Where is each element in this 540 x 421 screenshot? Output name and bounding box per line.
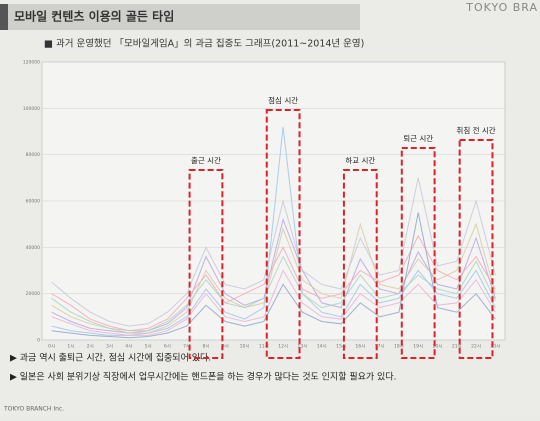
x-tick-label: 8시 bbox=[202, 344, 209, 350]
annotation: 출근 시간 bbox=[191, 155, 221, 165]
x-tick-label: 0시 bbox=[48, 344, 55, 350]
x-tick-label: 19시 bbox=[413, 344, 423, 350]
x-tick-label: 11시 bbox=[259, 344, 269, 350]
note: ▶ 과금 역시 출퇴근 시간, 점심 시간에 집중되어 있다. bbox=[10, 352, 211, 364]
footer: TOKYO BRANCH Inc. bbox=[3, 406, 64, 413]
x-tick-label: 22시 bbox=[471, 344, 481, 350]
x-tick-label: 1시 bbox=[67, 344, 74, 350]
x-tick-label: 20시 bbox=[433, 344, 443, 350]
x-tick-label: 14시 bbox=[317, 344, 327, 350]
x-tick-label: 9시 bbox=[222, 344, 229, 350]
y-tick-label: 0 bbox=[37, 338, 40, 344]
x-tick-label: 6시 bbox=[164, 344, 171, 350]
highlight-box bbox=[400, 147, 436, 359]
y-tick-label: 20000 bbox=[26, 291, 40, 297]
x-tick-label: 15시 bbox=[336, 344, 346, 350]
x-tick-label: 23시 bbox=[490, 344, 500, 350]
x-tick-label: 21시 bbox=[452, 344, 462, 350]
chart-title: ■ 과거 운영했던 「모바일게임A」의 과금 집중도 그래프(2011~2014… bbox=[44, 38, 364, 50]
y-tick-label: 40000 bbox=[26, 245, 40, 251]
x-tick-label: 5시 bbox=[145, 344, 152, 350]
slide-title: 모바일 컨텐츠 이용의 골든 타임 bbox=[14, 9, 174, 24]
x-tick-label: 16시 bbox=[355, 344, 365, 350]
x-tick-label: 4시 bbox=[125, 344, 132, 350]
annotation: 하교 시간 bbox=[345, 155, 375, 165]
highlight-box bbox=[265, 109, 301, 359]
title-marker bbox=[0, 4, 8, 30]
x-tick-label: 10시 bbox=[240, 344, 250, 350]
y-tick-label: 80000 bbox=[26, 152, 40, 158]
x-tick-label: 12시 bbox=[278, 344, 288, 350]
annotation: 퇴근 시간 bbox=[403, 133, 433, 143]
x-tick-label: 17시 bbox=[375, 344, 385, 350]
note: ▶ 일본은 사회 분위기상 직장에서 업무시간에는 핸드폰을 하는 경우가 많다… bbox=[10, 371, 396, 383]
x-tick-label: 3시 bbox=[106, 344, 113, 350]
x-tick-label: 7시 bbox=[183, 344, 190, 350]
y-tick-label: 100000 bbox=[23, 106, 40, 112]
highlight-box bbox=[188, 169, 224, 359]
highlight-box bbox=[458, 139, 494, 359]
highlight-box bbox=[342, 169, 378, 359]
brand: TOKYO BRA bbox=[465, 1, 538, 14]
x-tick-label: 18시 bbox=[394, 344, 404, 350]
y-tick-label: 120000 bbox=[23, 60, 40, 66]
series-line bbox=[51, 222, 496, 334]
annotation: 취침 전 시간 bbox=[456, 125, 495, 135]
y-tick-label: 60000 bbox=[26, 199, 40, 205]
x-tick-label: 13시 bbox=[298, 344, 308, 350]
series-line bbox=[51, 212, 496, 339]
series-line bbox=[51, 269, 496, 336]
series-line bbox=[51, 255, 496, 332]
x-tick-label: 2시 bbox=[87, 344, 94, 350]
series-line bbox=[51, 177, 496, 327]
annotation: 점심 시간 bbox=[268, 95, 298, 105]
title-bar bbox=[0, 4, 360, 30]
